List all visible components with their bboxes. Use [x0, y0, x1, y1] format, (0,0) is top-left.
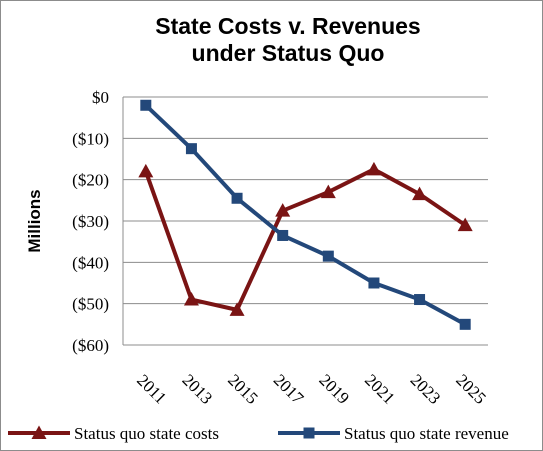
data-point	[229, 302, 245, 316]
series-1	[140, 99, 471, 330]
data-point	[185, 143, 197, 155]
legend-marker	[31, 425, 47, 439]
x-tick-label: 2011	[133, 371, 170, 408]
x-tick-label: 2023	[407, 370, 444, 407]
legend: Status quo state costs Status quo state r…	[8, 424, 509, 443]
data-point	[277, 229, 289, 241]
chart-title-line-2: under Status Quo	[192, 40, 385, 66]
chart-title-line-1: State Costs v. Revenues	[155, 13, 420, 39]
legend-marker	[303, 427, 315, 439]
data-point	[275, 203, 291, 217]
y-tick-label: ($40)	[72, 253, 109, 272]
y-tick-label: ($10)	[72, 129, 109, 148]
y-tick-label: ($30)	[72, 212, 109, 231]
data-point	[459, 318, 471, 330]
x-tick-label: 2017	[270, 370, 308, 408]
y-tick-label: ($60)	[72, 336, 109, 355]
data-point	[231, 192, 243, 204]
x-tick-label: 2015	[224, 370, 261, 407]
data-point	[322, 250, 334, 262]
legend-label: Status quo state costs	[74, 424, 219, 443]
data-point	[140, 99, 152, 111]
series-line	[144, 103, 467, 327]
y-tick-labels: $0 ($10) ($20) ($30) ($40) ($50) ($60)	[72, 88, 109, 355]
data-point	[414, 294, 426, 306]
x-tick-labels: 2011 2013 2015 2017 2019 2021 2023 2025	[133, 370, 490, 408]
y-tick-label: $0	[92, 88, 109, 107]
y-axis-label: Millions	[25, 189, 44, 252]
data-point	[368, 277, 380, 289]
series-line	[143, 167, 467, 312]
data-point	[320, 184, 336, 199]
x-tick-label: 2021	[361, 370, 398, 407]
y-tick-label: ($20)	[72, 171, 109, 190]
y-tick-label: ($50)	[72, 295, 109, 314]
data-point	[138, 163, 154, 178]
series-0	[138, 161, 473, 316]
x-tick-label: 2025	[452, 370, 489, 407]
x-tick-label: 2013	[179, 370, 216, 407]
data-point	[183, 292, 199, 306]
x-tick-label: 2019	[315, 370, 352, 407]
data-point	[412, 186, 428, 201]
data-point	[457, 217, 473, 232]
data-point	[366, 161, 382, 176]
series-group	[138, 99, 473, 330]
legend-label: Status quo state revenue	[344, 424, 509, 443]
